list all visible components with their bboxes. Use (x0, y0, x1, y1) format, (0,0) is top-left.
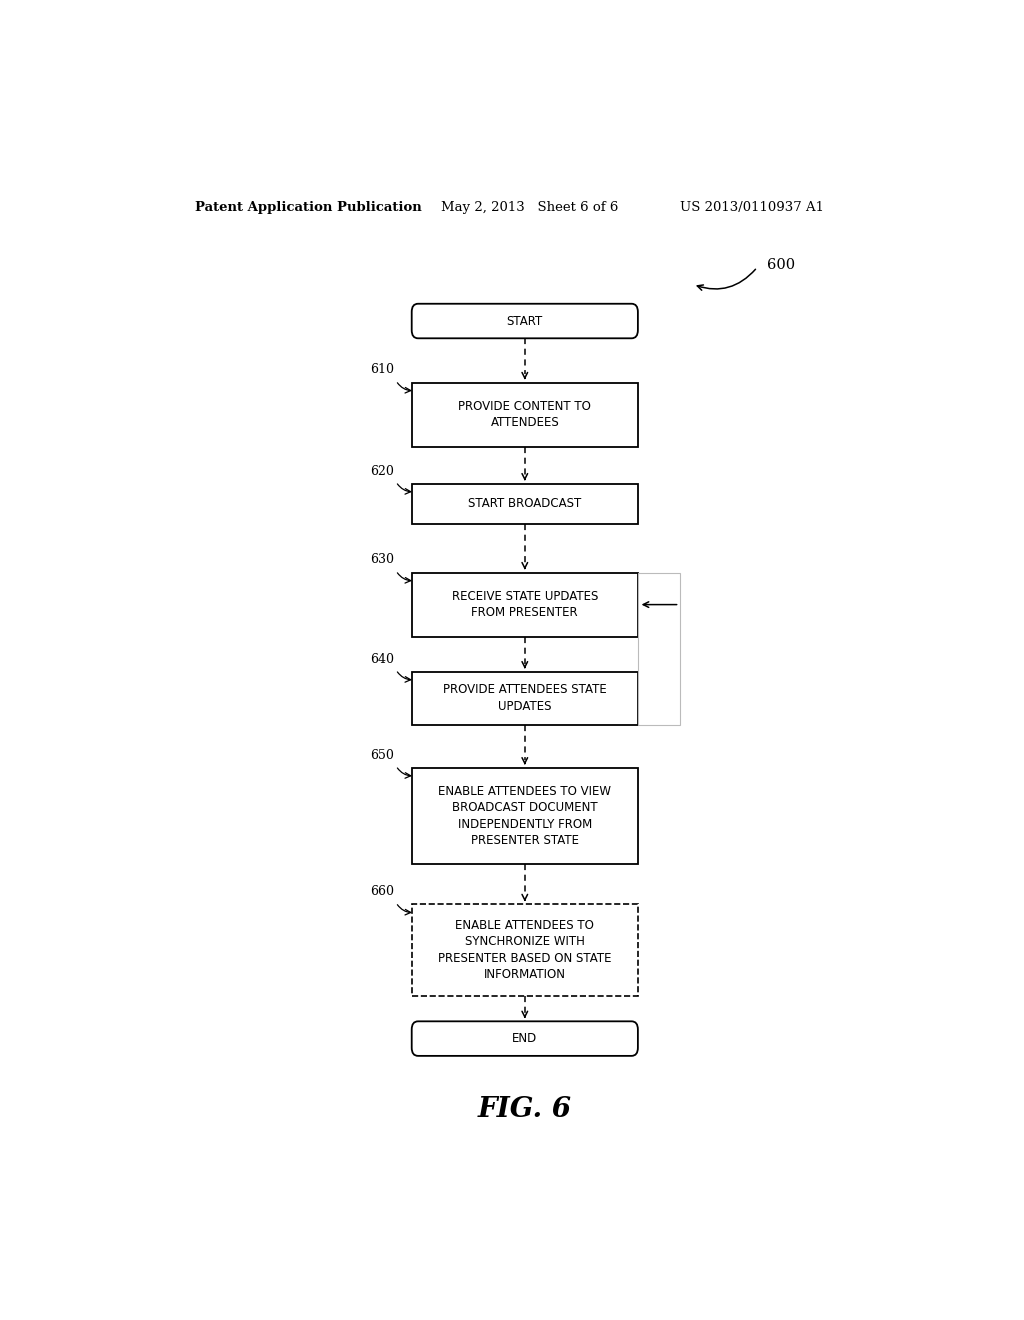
Text: Patent Application Publication: Patent Application Publication (196, 201, 422, 214)
Text: 610: 610 (371, 363, 394, 376)
Text: PROVIDE CONTENT TO
ATTENDEES: PROVIDE CONTENT TO ATTENDEES (459, 400, 591, 429)
Text: 620: 620 (371, 465, 394, 478)
Text: FIG. 6: FIG. 6 (478, 1096, 571, 1123)
FancyBboxPatch shape (412, 304, 638, 338)
Text: 640: 640 (371, 652, 394, 665)
Bar (412, 768, 638, 865)
Text: START BROADCAST: START BROADCAST (468, 498, 582, 511)
Text: May 2, 2013   Sheet 6 of 6: May 2, 2013 Sheet 6 of 6 (441, 201, 618, 214)
Bar (412, 383, 638, 446)
Bar (412, 483, 638, 524)
Text: 600: 600 (767, 259, 795, 272)
Bar (412, 573, 638, 636)
Text: ENABLE ATTENDEES TO
SYNCHRONIZE WITH
PRESENTER BASED ON STATE
INFORMATION: ENABLE ATTENDEES TO SYNCHRONIZE WITH PRE… (438, 919, 611, 982)
Text: 650: 650 (371, 748, 394, 762)
Text: RECEIVE STATE UPDATES
FROM PRESENTER: RECEIVE STATE UPDATES FROM PRESENTER (452, 590, 598, 619)
Text: START: START (507, 314, 543, 327)
Text: END: END (512, 1032, 538, 1045)
Bar (638, 573, 680, 725)
Text: PROVIDE ATTENDEES STATE
UPDATES: PROVIDE ATTENDEES STATE UPDATES (443, 684, 606, 713)
Text: 630: 630 (371, 553, 394, 566)
Text: ENABLE ATTENDEES TO VIEW
BROADCAST DOCUMENT
INDEPENDENTLY FROM
PRESENTER STATE: ENABLE ATTENDEES TO VIEW BROADCAST DOCUM… (438, 785, 611, 847)
Text: US 2013/0110937 A1: US 2013/0110937 A1 (680, 201, 823, 214)
FancyBboxPatch shape (412, 1022, 638, 1056)
Text: 660: 660 (371, 886, 394, 899)
Bar (412, 904, 638, 995)
Bar (412, 672, 638, 725)
